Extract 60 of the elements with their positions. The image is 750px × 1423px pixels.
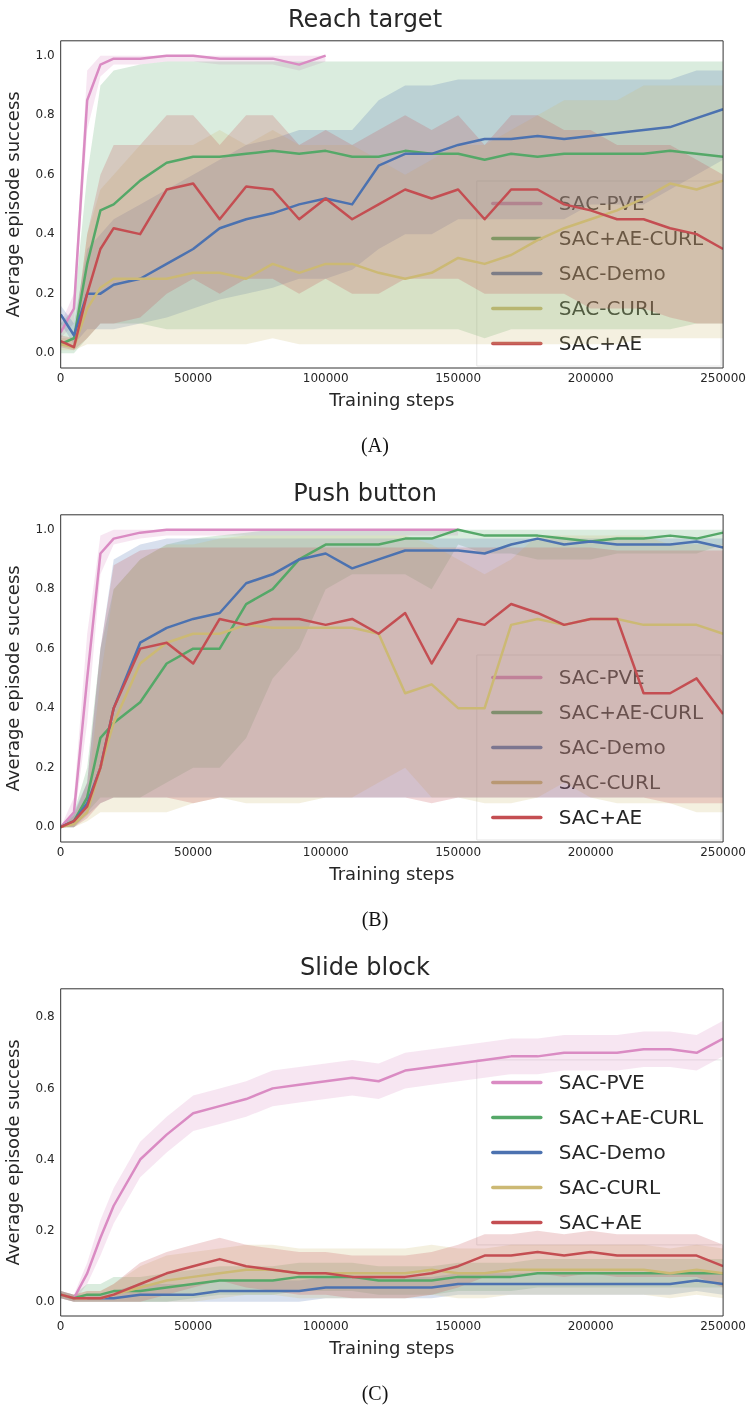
x-tick-label: 0	[56, 371, 65, 386]
x-axis-title: Training steps	[328, 862, 455, 884]
legend-label: SAC+AE-CURL	[558, 699, 704, 724]
y-tick-label: 0.2	[35, 285, 55, 300]
y-tick-label: 0.2	[35, 759, 55, 774]
text: (A)	[360, 433, 390, 459]
x-tick-label: 250000	[700, 845, 746, 860]
y-tick-label: 0.0	[35, 345, 55, 360]
text: (C)	[360, 1381, 390, 1407]
legend-label: SAC-PVE	[558, 1069, 645, 1094]
x-axis-title: Training steps	[328, 388, 455, 410]
legend-label: SAC-Demo	[558, 734, 666, 759]
x-tick-label: 200000	[567, 1319, 614, 1334]
y-tick-label: 0.0	[35, 1293, 55, 1308]
y-axis-title: Average episode success	[2, 1039, 24, 1266]
x-tick-label: 100000	[302, 371, 349, 386]
y-tick-label: 1.0	[35, 521, 55, 536]
legend-label: SAC+AE	[558, 330, 643, 355]
x-tick-label: 150000	[435, 1319, 482, 1334]
y-tick-label: 0.4	[35, 700, 55, 715]
y-tick-label: 0.6	[35, 166, 55, 181]
y-tick-label: 0.8	[35, 107, 55, 122]
x-tick-label: 150000	[435, 845, 482, 860]
y-tick-label: 0.8	[35, 581, 55, 596]
legend-label: SAC+AE-CURL	[558, 225, 704, 250]
y-tick-label: 0.2	[35, 1222, 55, 1237]
x-axis-title: Training steps	[328, 1336, 455, 1358]
legend-label: SAC-CURL	[558, 1174, 661, 1199]
legend-label: SAC-Demo	[558, 260, 666, 285]
x-tick-label: 200000	[567, 845, 614, 860]
x-tick-label: 0	[56, 1319, 65, 1334]
legend-label: SAC-CURL	[558, 769, 661, 794]
x-tick-label: 100000	[302, 845, 349, 860]
x-tick-label: 200000	[567, 371, 614, 386]
text: (B)	[360, 907, 390, 933]
chart-title: Reach target	[287, 4, 443, 33]
x-tick-label: 100000	[302, 1319, 349, 1334]
y-axis-title: Average episode success	[2, 91, 24, 318]
y-tick-label: 0.6	[35, 1080, 55, 1095]
chart-title: Push button	[293, 478, 437, 507]
legend-label: SAC+AE	[558, 804, 643, 829]
y-tick-label: 0.8	[35, 1009, 55, 1024]
y-tick-label: 1.0	[35, 47, 55, 62]
legend-label: SAC-Demo	[558, 1139, 666, 1164]
x-tick-label: 50000	[174, 371, 213, 386]
y-tick-label: 0.6	[35, 640, 55, 655]
chart-title: Slide block	[300, 952, 431, 981]
legend-label: SAC+AE-CURL	[558, 1104, 704, 1129]
x-tick-label: 0	[56, 845, 65, 860]
y-tick-label: 0.4	[35, 1151, 55, 1166]
x-tick-label: 50000	[174, 845, 213, 860]
y-tick-label: 0.0	[35, 819, 55, 834]
x-tick-label: 50000	[174, 1319, 213, 1334]
x-tick-label: 150000	[435, 371, 482, 386]
legend-label: SAC-CURL	[558, 295, 661, 320]
x-tick-label: 250000	[700, 371, 746, 386]
legend-label: SAC+AE	[558, 1209, 643, 1234]
y-axis-title: Average episode success	[2, 565, 24, 792]
y-tick-label: 0.4	[35, 226, 55, 241]
x-tick-label: 250000	[700, 1319, 746, 1334]
